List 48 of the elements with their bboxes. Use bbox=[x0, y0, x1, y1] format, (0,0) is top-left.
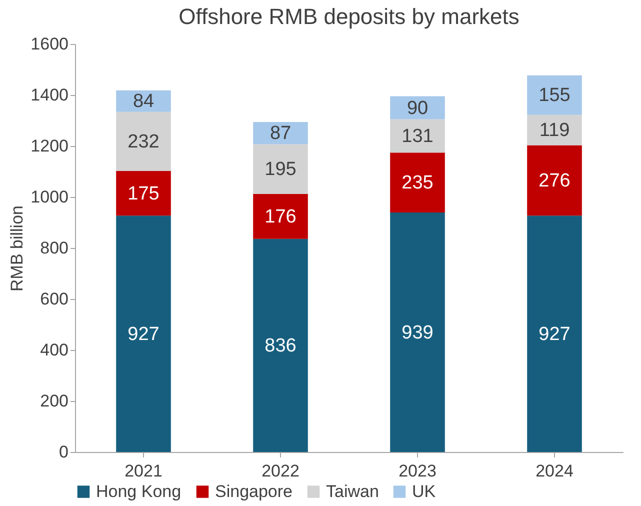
data-label: 235 bbox=[402, 172, 434, 194]
y-axis-title: RMB billion bbox=[8, 206, 27, 292]
y-tick-label: 800 bbox=[40, 238, 68, 258]
y-tick-label: 400 bbox=[40, 340, 68, 360]
bar bbox=[527, 145, 582, 216]
data-label: 84 bbox=[132, 91, 154, 112]
data-label: 119 bbox=[539, 120, 570, 142]
bar bbox=[253, 238, 308, 452]
bar bbox=[390, 152, 445, 213]
bar bbox=[527, 75, 582, 115]
x-tick-label: 2024 bbox=[536, 462, 574, 480]
bar bbox=[390, 119, 445, 153]
data-label: 276 bbox=[538, 170, 570, 192]
bar bbox=[116, 216, 171, 452]
legend-label: UK bbox=[412, 482, 436, 501]
legend-label: Taiwan bbox=[326, 482, 379, 501]
data-label: 90 bbox=[406, 98, 428, 119]
data-label: 927 bbox=[128, 324, 160, 345]
bar bbox=[116, 112, 171, 171]
data-label: 195 bbox=[264, 159, 296, 180]
data-label: 175 bbox=[128, 183, 160, 204]
y-tick-label: 600 bbox=[40, 290, 68, 308]
chart-title: Offshore RMB deposits by markets bbox=[178, 4, 520, 29]
y-tick-label: 1600 bbox=[30, 34, 68, 54]
x-tick-label: 2021 bbox=[124, 462, 162, 480]
y-tick-label: 200 bbox=[40, 392, 68, 410]
bar bbox=[527, 114, 582, 146]
y-tick-label: 1000 bbox=[30, 188, 68, 206]
bar bbox=[390, 212, 445, 452]
y-tick-label: 1200 bbox=[30, 136, 68, 156]
x-tick-label: 2022 bbox=[262, 462, 300, 480]
data-label: 87 bbox=[270, 123, 292, 144]
bar bbox=[253, 194, 308, 239]
data-label: 927 bbox=[538, 324, 570, 345]
data-label: 232 bbox=[128, 131, 160, 152]
data-label: 155 bbox=[538, 85, 570, 106]
legend-label: Hong Kong bbox=[96, 482, 182, 501]
x-tick-label: 2023 bbox=[398, 462, 436, 480]
bar bbox=[116, 170, 171, 216]
legend-label: Singapore bbox=[215, 482, 293, 501]
bar bbox=[527, 216, 582, 452]
y-tick-label: 0 bbox=[59, 442, 68, 462]
data-label: 176 bbox=[264, 206, 296, 228]
bar bbox=[253, 144, 308, 194]
data-label: 939 bbox=[402, 322, 434, 344]
data-label: 836 bbox=[264, 335, 296, 356]
y-tick-label: 1400 bbox=[30, 86, 68, 104]
data-label: 131 bbox=[402, 126, 434, 147]
